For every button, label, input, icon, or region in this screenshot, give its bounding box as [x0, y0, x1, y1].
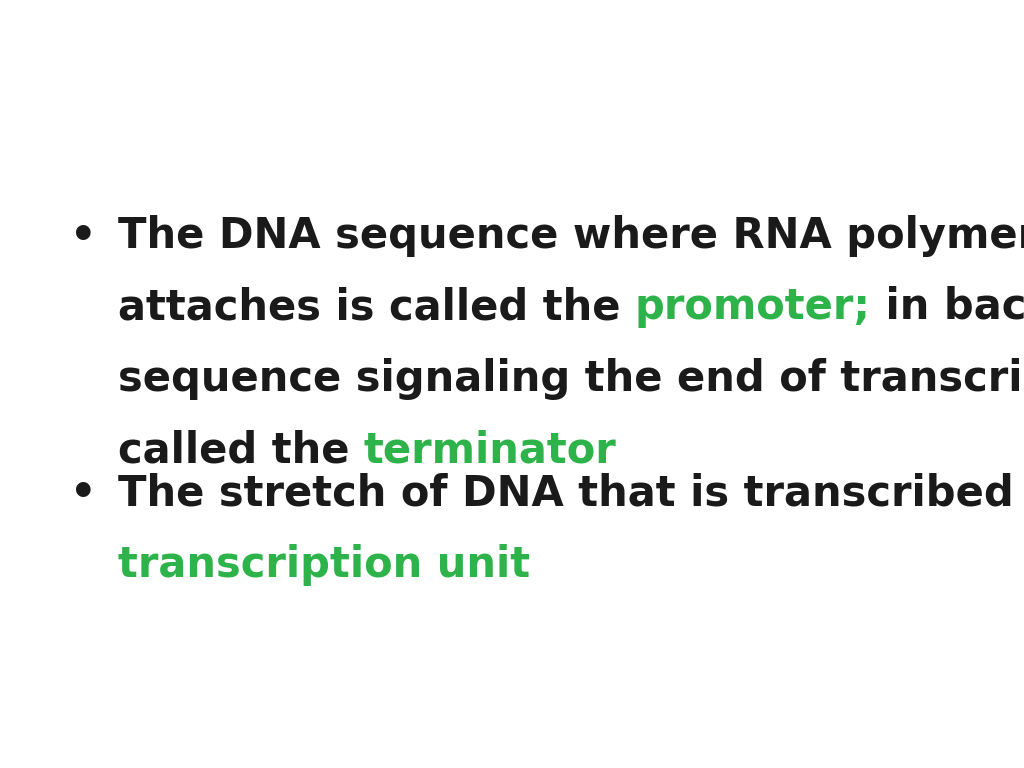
Text: The stretch of DNA that is transcribed is called a: The stretch of DNA that is transcribed i… — [118, 472, 1024, 515]
Text: promoter;: promoter; — [635, 286, 870, 329]
Text: attaches is called the: attaches is called the — [118, 286, 635, 329]
Text: transcription unit: transcription unit — [118, 544, 529, 586]
Text: •: • — [70, 472, 96, 515]
Text: in bacteria, the: in bacteria, the — [870, 286, 1024, 329]
Text: The DNA sequence where RNA polymerase: The DNA sequence where RNA polymerase — [118, 215, 1024, 257]
Text: called the: called the — [118, 429, 364, 472]
Text: terminator: terminator — [364, 429, 616, 472]
Text: •: • — [70, 215, 96, 257]
Text: sequence signaling the end of transcription is: sequence signaling the end of transcript… — [118, 358, 1024, 400]
